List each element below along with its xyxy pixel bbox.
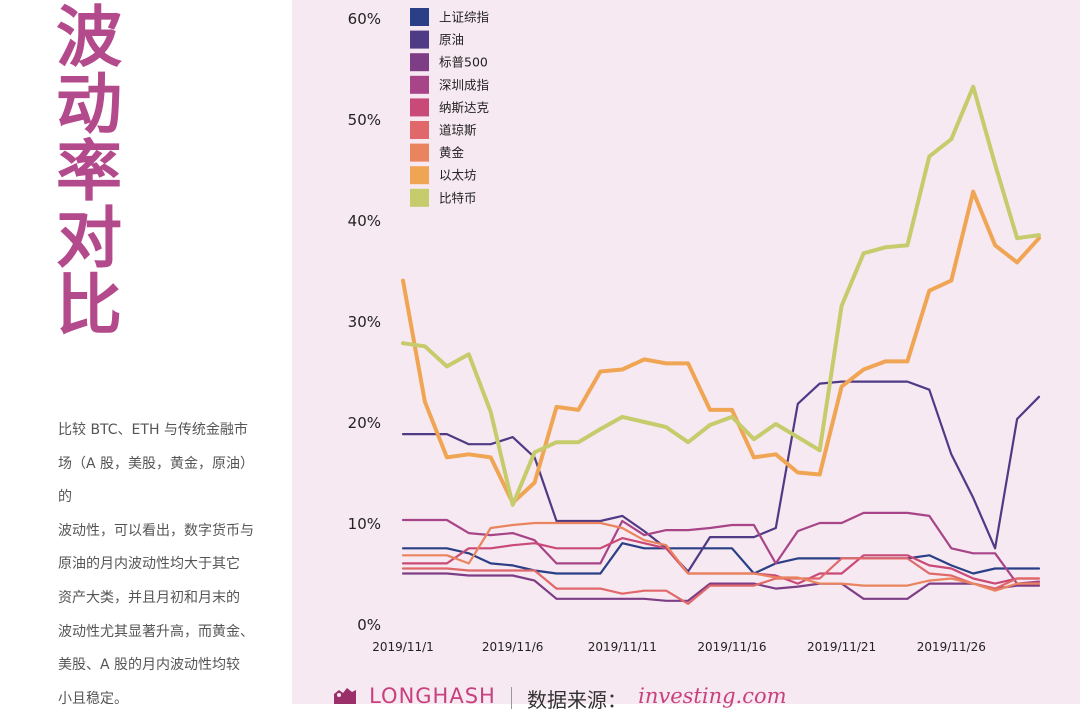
legend-label: 道琼斯 [439,123,477,138]
y-tick-label: 0% [357,616,381,634]
volatility-line-chart: 0%10%20%30%40%50%60% 2019/11/1 2019/11/6 2… [348,8,1041,654]
title-char: 波 [56,0,122,76]
legend-label: 上证综指 [439,10,489,25]
y-tick-label: 20% [348,414,381,432]
x-axis: 2019/11/1 2019/11/6 2019/11/11 2019/11/16 20… [372,640,986,654]
legend-label: 黄金 [439,145,465,160]
description-line: 比较 BTC、ETH 与传统金融市 [58,422,248,438]
left-panel: 波 动 率 对 比 比较 BTC、ETH 与传统金融市 场（A 股，美股，黄金，… [0,0,292,707]
legend-swatch [410,98,429,117]
legend-label: 标普500 [439,55,488,70]
series-line [401,380,1041,573]
brand-name: LONGHASH [369,684,496,708]
legend-swatch [410,188,429,207]
y-tick-label: 30% [348,313,381,331]
description-line: 波动性尤其显著升高，而黄金、 [58,623,254,640]
series-line [401,557,1041,605]
description-line: 场（A 股，美股，黄金，原油）的 [58,455,255,506]
title-char: 动 [56,65,122,143]
legend-swatch [410,121,429,139]
chart-panel: 0% 10% 20% 30% 40% 50% 60% 2019/11/1 2019/11/6 2… [292,0,1080,704]
description-line: 原油的月内波动性均大于其它 [58,556,240,573]
legend-swatch [410,30,429,49]
y-tick-label: 40% [348,212,381,230]
x-tick-label: 2019/11/16 [697,640,766,654]
legend-label: 原油 [439,32,464,47]
x-tick-label: 2019/11/1 [372,640,434,654]
y-tick-label: 10% [348,515,381,533]
series-line [401,189,1041,505]
x-tick-label: 2019/11/21 [807,640,876,654]
series-line [401,542,1041,575]
series-line [401,84,1041,507]
title-char: 对 [56,199,122,277]
description: 比较 BTC、ETH 与传统金融市 场（A 股，美股，黄金，原油）的 波动性，可… [58,414,268,716]
legend-label: 比特币 [439,190,477,205]
legend-swatch [410,8,429,26]
legend-swatch [410,143,429,162]
y-tick-label: 60% [348,10,381,28]
description-line: 美股、A 股的月内波动性均较 [58,657,241,674]
description-line: 波动性，可以看出，数字货币与 [58,522,254,539]
source-name: investing.com [638,684,787,708]
x-tick-label: 2019/11/11 [588,640,657,654]
description-line: 小且稳定。 [58,690,128,707]
y-tick-label: 50% [348,111,381,129]
legend-label: 深圳成指 [439,77,489,92]
series-line [401,521,1041,592]
legend-label: 纳斯达克 [439,100,489,115]
series-line [401,511,1041,585]
series-line [401,572,1041,602]
legend-label: 以太坊 [439,168,477,183]
description-line: 资产大类，并且月初和月末的 [58,589,240,606]
legend-swatch [410,166,429,185]
page-title: 波 动 率 对 比 [56,4,136,339]
footer-divider [510,687,512,709]
footer: LONGHASH 数据来源： investing.com [330,684,790,714]
x-tick-label: 2019/11/26 [917,640,986,654]
title-char: 率 [56,132,122,210]
legend-swatch [410,75,429,94]
series-lines [401,84,1041,605]
longhash-logo-icon [334,688,356,704]
title-char: 比 [56,266,122,344]
x-tick-label: 2019/11/6 [482,640,544,654]
source-label: 数据来源： [527,688,628,712]
legend-swatch [410,53,429,72]
y-axis: 0% 10% 20% 30% 40% 50% 60% [348,10,381,634]
